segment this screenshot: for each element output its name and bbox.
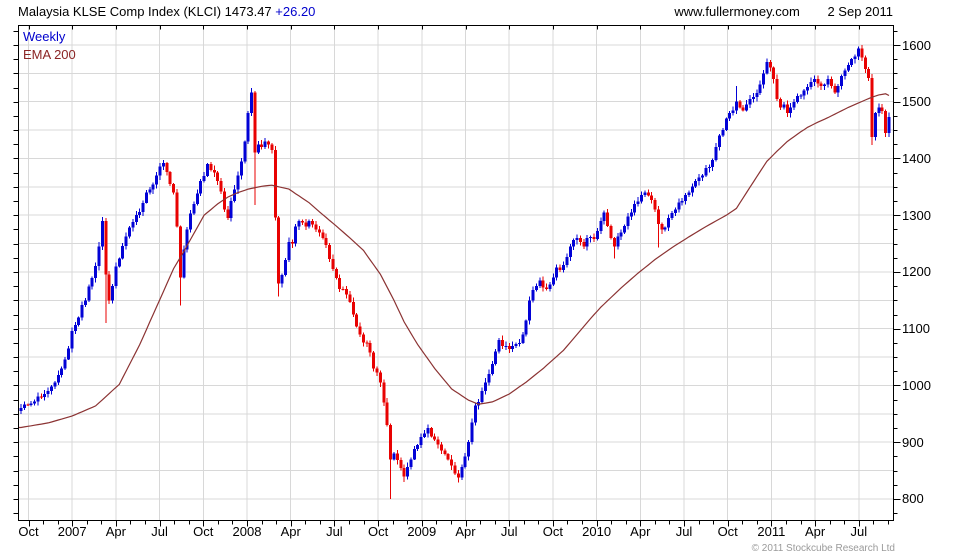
x-axis-label-apr-18: Apr bbox=[804, 524, 826, 539]
x-axis-label-oct-4: Oct bbox=[193, 524, 214, 539]
chart-last-price: 1473.47 bbox=[224, 4, 272, 19]
x-axis-label-jul-11: Jul bbox=[500, 524, 518, 539]
x-axis-label-jul-19: Jul bbox=[850, 524, 868, 539]
y-axis-label-900: 900 bbox=[902, 434, 924, 450]
x-axis-label-oct-12: Oct bbox=[542, 524, 563, 539]
ema-200-line bbox=[19, 93, 890, 429]
x-axis-label-oct-0: Oct bbox=[18, 524, 39, 539]
y-axis-label-1600: 1600 bbox=[902, 37, 931, 53]
x-axis-label-apr-14: Apr bbox=[630, 524, 651, 539]
y-axis-label-1400: 1400 bbox=[902, 150, 931, 166]
x-axis-label-jul-3: Jul bbox=[151, 524, 168, 539]
x-axis-label-2008-5: 2008 bbox=[232, 524, 262, 539]
x-axis-label-2010-13: 2010 bbox=[582, 524, 612, 539]
x-axis-label-oct-16: Oct bbox=[717, 524, 738, 539]
x-axis-label-jul-7: Jul bbox=[326, 524, 343, 539]
page-title: Malaysia KLSE Comp Index (KLCI) 1473.47 … bbox=[18, 4, 315, 19]
x-axis-label-apr-6: Apr bbox=[280, 524, 301, 539]
legend-timeframe: Weekly bbox=[23, 29, 66, 44]
site-link[interactable]: www.fullermoney.com bbox=[674, 4, 800, 19]
copyright-text: © 2011 Stockcube Research Ltd bbox=[751, 543, 895, 554]
y-axis-label-1100: 1100 bbox=[902, 321, 930, 337]
chart-date: 2 Sep 2011 bbox=[827, 4, 893, 19]
chart-change: +26.20 bbox=[275, 4, 316, 19]
x-axis-label-2007-1: 2007 bbox=[57, 524, 87, 539]
x-axis-label-oct-8: Oct bbox=[367, 524, 389, 539]
x-axis-label-apr-10: Apr bbox=[455, 524, 476, 539]
x-axis-label-2011-17: 2011 bbox=[757, 524, 786, 539]
y-axis-label-800: 800 bbox=[902, 491, 924, 507]
y-axis-label-1300: 1300 bbox=[902, 207, 931, 223]
header-right: www.fullermoney.com 2 Sep 2011 bbox=[674, 4, 893, 19]
chart-title: Malaysia KLSE Comp Index (KLCI) bbox=[18, 4, 222, 19]
y-axis-label-1200: 1200 bbox=[902, 264, 931, 280]
x-axis-label-jul-15: Jul bbox=[675, 524, 693, 539]
y-axis-label-1000: 1000 bbox=[902, 377, 931, 393]
y-axis-label-1500: 1500 bbox=[902, 94, 931, 110]
candlestick-series bbox=[19, 44, 891, 499]
legend-ema-200: EMA 200 bbox=[23, 47, 76, 62]
x-axis-label-apr-2: Apr bbox=[105, 524, 126, 539]
x-axis-label-2009-9: 2009 bbox=[407, 524, 437, 539]
